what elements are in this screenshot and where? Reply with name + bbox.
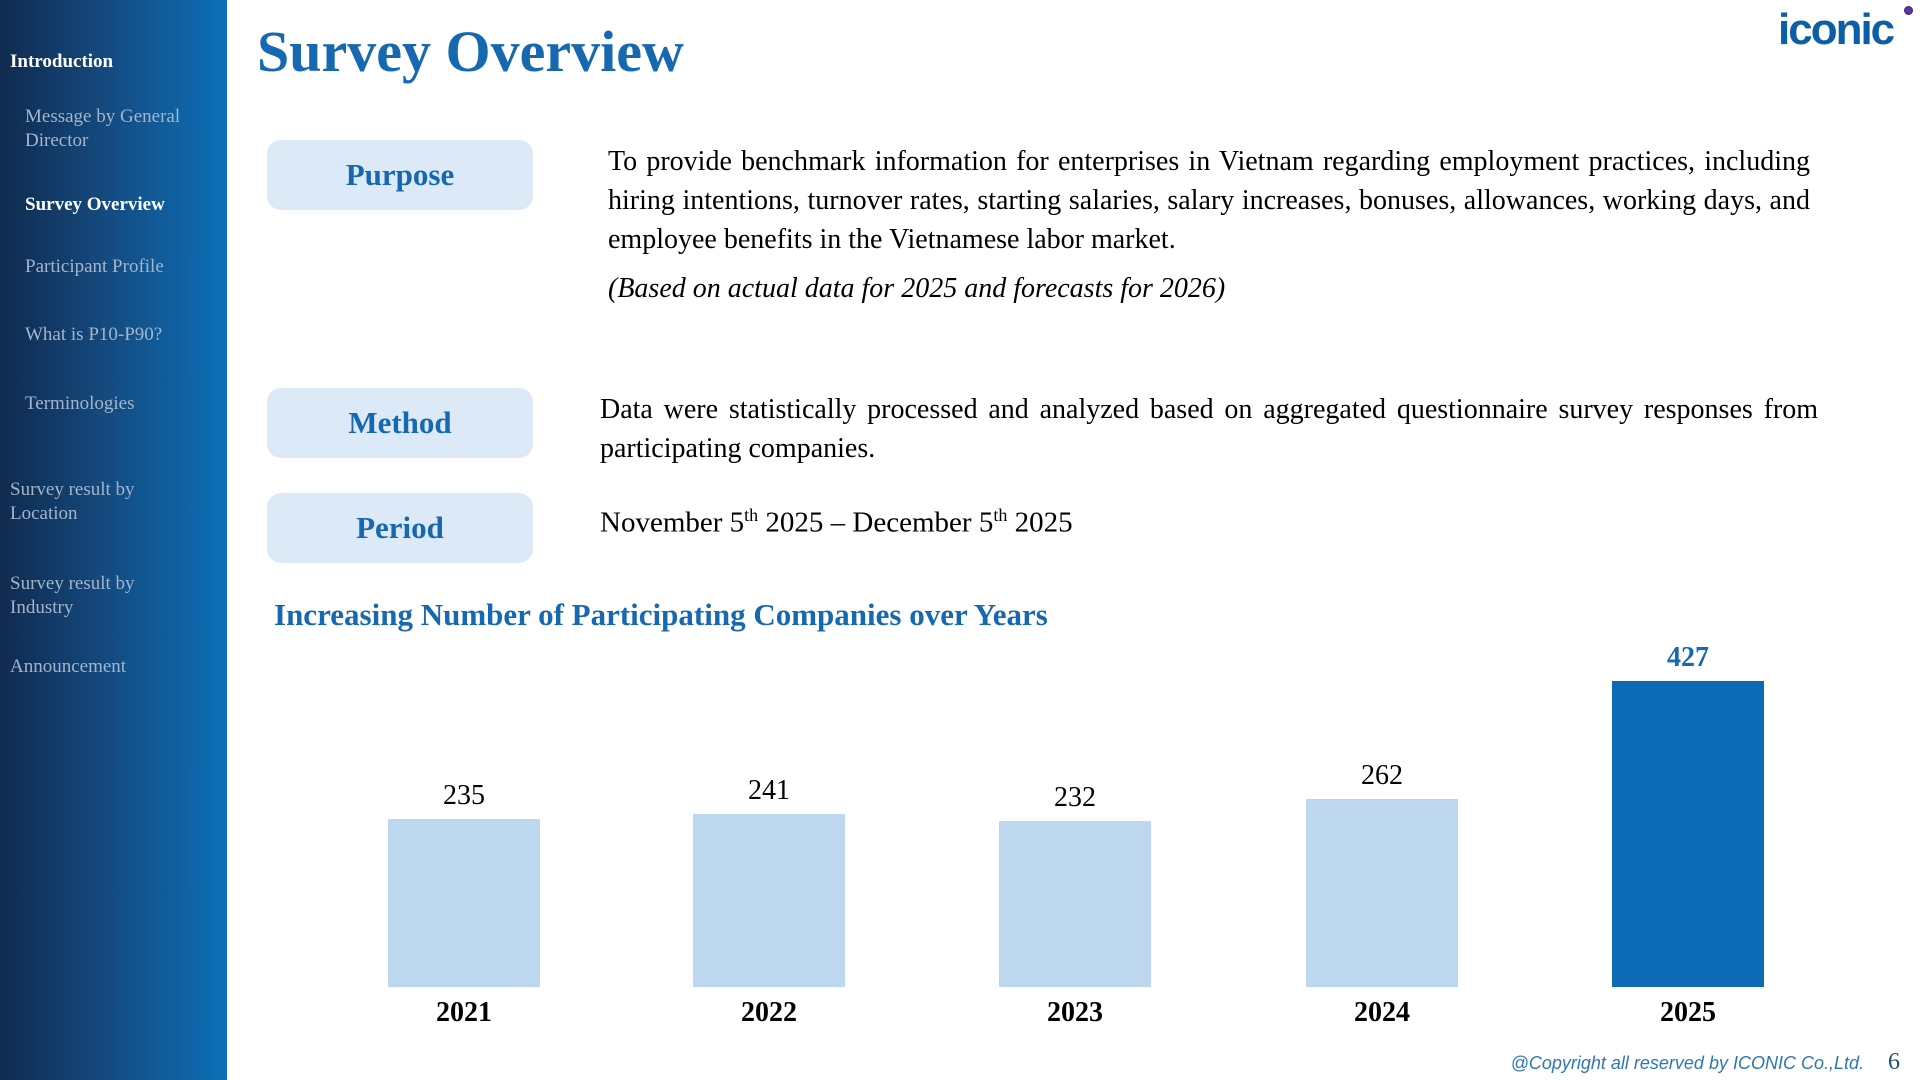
- chart-bar: [999, 821, 1151, 987]
- bar-value-label: 262: [1361, 760, 1403, 791]
- logo-dot-icon: [1904, 6, 1913, 15]
- sidebar: Introduction Message by General Director…: [0, 0, 227, 1080]
- chart-title: Increasing Number of Participating Compa…: [274, 597, 1048, 632]
- bar-year-label: 2024: [1354, 997, 1410, 1028]
- bar-chart: 235 2021 241 2022 232 2023 262 2024 427 2025: [310, 642, 1870, 1050]
- period-date-sup: th: [744, 505, 759, 525]
- bar-value-label: 427: [1667, 642, 1709, 673]
- chart-bar: [1306, 799, 1458, 987]
- chart-bar: [388, 819, 540, 987]
- method-label-pill: Method: [267, 388, 533, 458]
- period-label-pill: Period: [267, 493, 533, 563]
- bar-value-label: 232: [1054, 782, 1096, 813]
- sidebar-item-survey-result-by-location[interactable]: Survey result by Location: [10, 479, 135, 524]
- period-date-part: 2025 – December 5: [758, 506, 994, 539]
- logo-text: iconic: [1778, 5, 1895, 54]
- purpose-text: To provide benchmark information for ent…: [608, 146, 1810, 255]
- bar-year-label: 2021: [436, 997, 492, 1028]
- sidebar-item-announcement[interactable]: Announcement: [10, 656, 127, 677]
- sidebar-item-message-by-general-director[interactable]: Message by General Director: [25, 106, 181, 151]
- period-date-part: 2025: [1007, 506, 1073, 539]
- sidebar-item-terminologies[interactable]: Terminologies: [25, 393, 135, 414]
- method-label: Method: [348, 405, 452, 440]
- purpose-label: Purpose: [345, 157, 455, 192]
- sidebar-item-participant-profile[interactable]: Participant Profile: [25, 256, 164, 277]
- sidebar-item-survey-result-by-industry[interactable]: Survey result by Industry: [10, 573, 135, 618]
- period-text: November 5th 2025 – December 5th 2025: [600, 505, 1073, 540]
- period-date-sup: th: [993, 505, 1008, 525]
- chart-bar: [693, 814, 845, 987]
- bar-year-label: 2023: [1047, 997, 1103, 1028]
- bar-value-label: 241: [748, 775, 790, 806]
- company-logo: iconic: [1778, 4, 1918, 60]
- bar-year-label: 2025: [1660, 997, 1716, 1028]
- bar-year-label: 2022: [741, 997, 797, 1028]
- sidebar-item-introduction[interactable]: Introduction: [10, 51, 114, 72]
- method-text: Data were statistically processed and an…: [600, 394, 1818, 464]
- sidebar-item-what-is-p10-p90[interactable]: What is P10-P90?: [25, 324, 163, 345]
- purpose-label-pill: Purpose: [267, 140, 533, 210]
- sidebar-item-survey-overview[interactable]: Survey Overview: [25, 194, 165, 215]
- purpose-note: (Based on actual data for 2025 and forec…: [608, 273, 1226, 304]
- copyright-text: @Copyright all reserved by ICONIC Co.,Lt…: [1510, 1053, 1864, 1073]
- page-number: 6: [1888, 1049, 1900, 1075]
- page-title: Survey Overview: [257, 19, 684, 84]
- period-label: Period: [356, 510, 444, 545]
- chart-bar: [1612, 681, 1764, 987]
- period-date-part: November 5: [600, 506, 745, 539]
- bar-value-label: 235: [443, 780, 485, 811]
